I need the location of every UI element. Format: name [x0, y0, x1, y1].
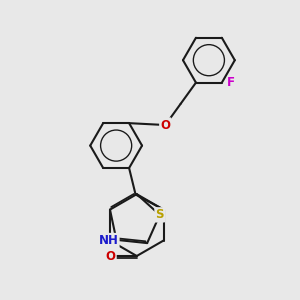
Text: O: O	[160, 118, 170, 131]
Text: S: S	[155, 208, 164, 221]
Text: NH: NH	[99, 234, 118, 247]
Text: O: O	[106, 250, 116, 262]
Text: F: F	[227, 76, 235, 89]
